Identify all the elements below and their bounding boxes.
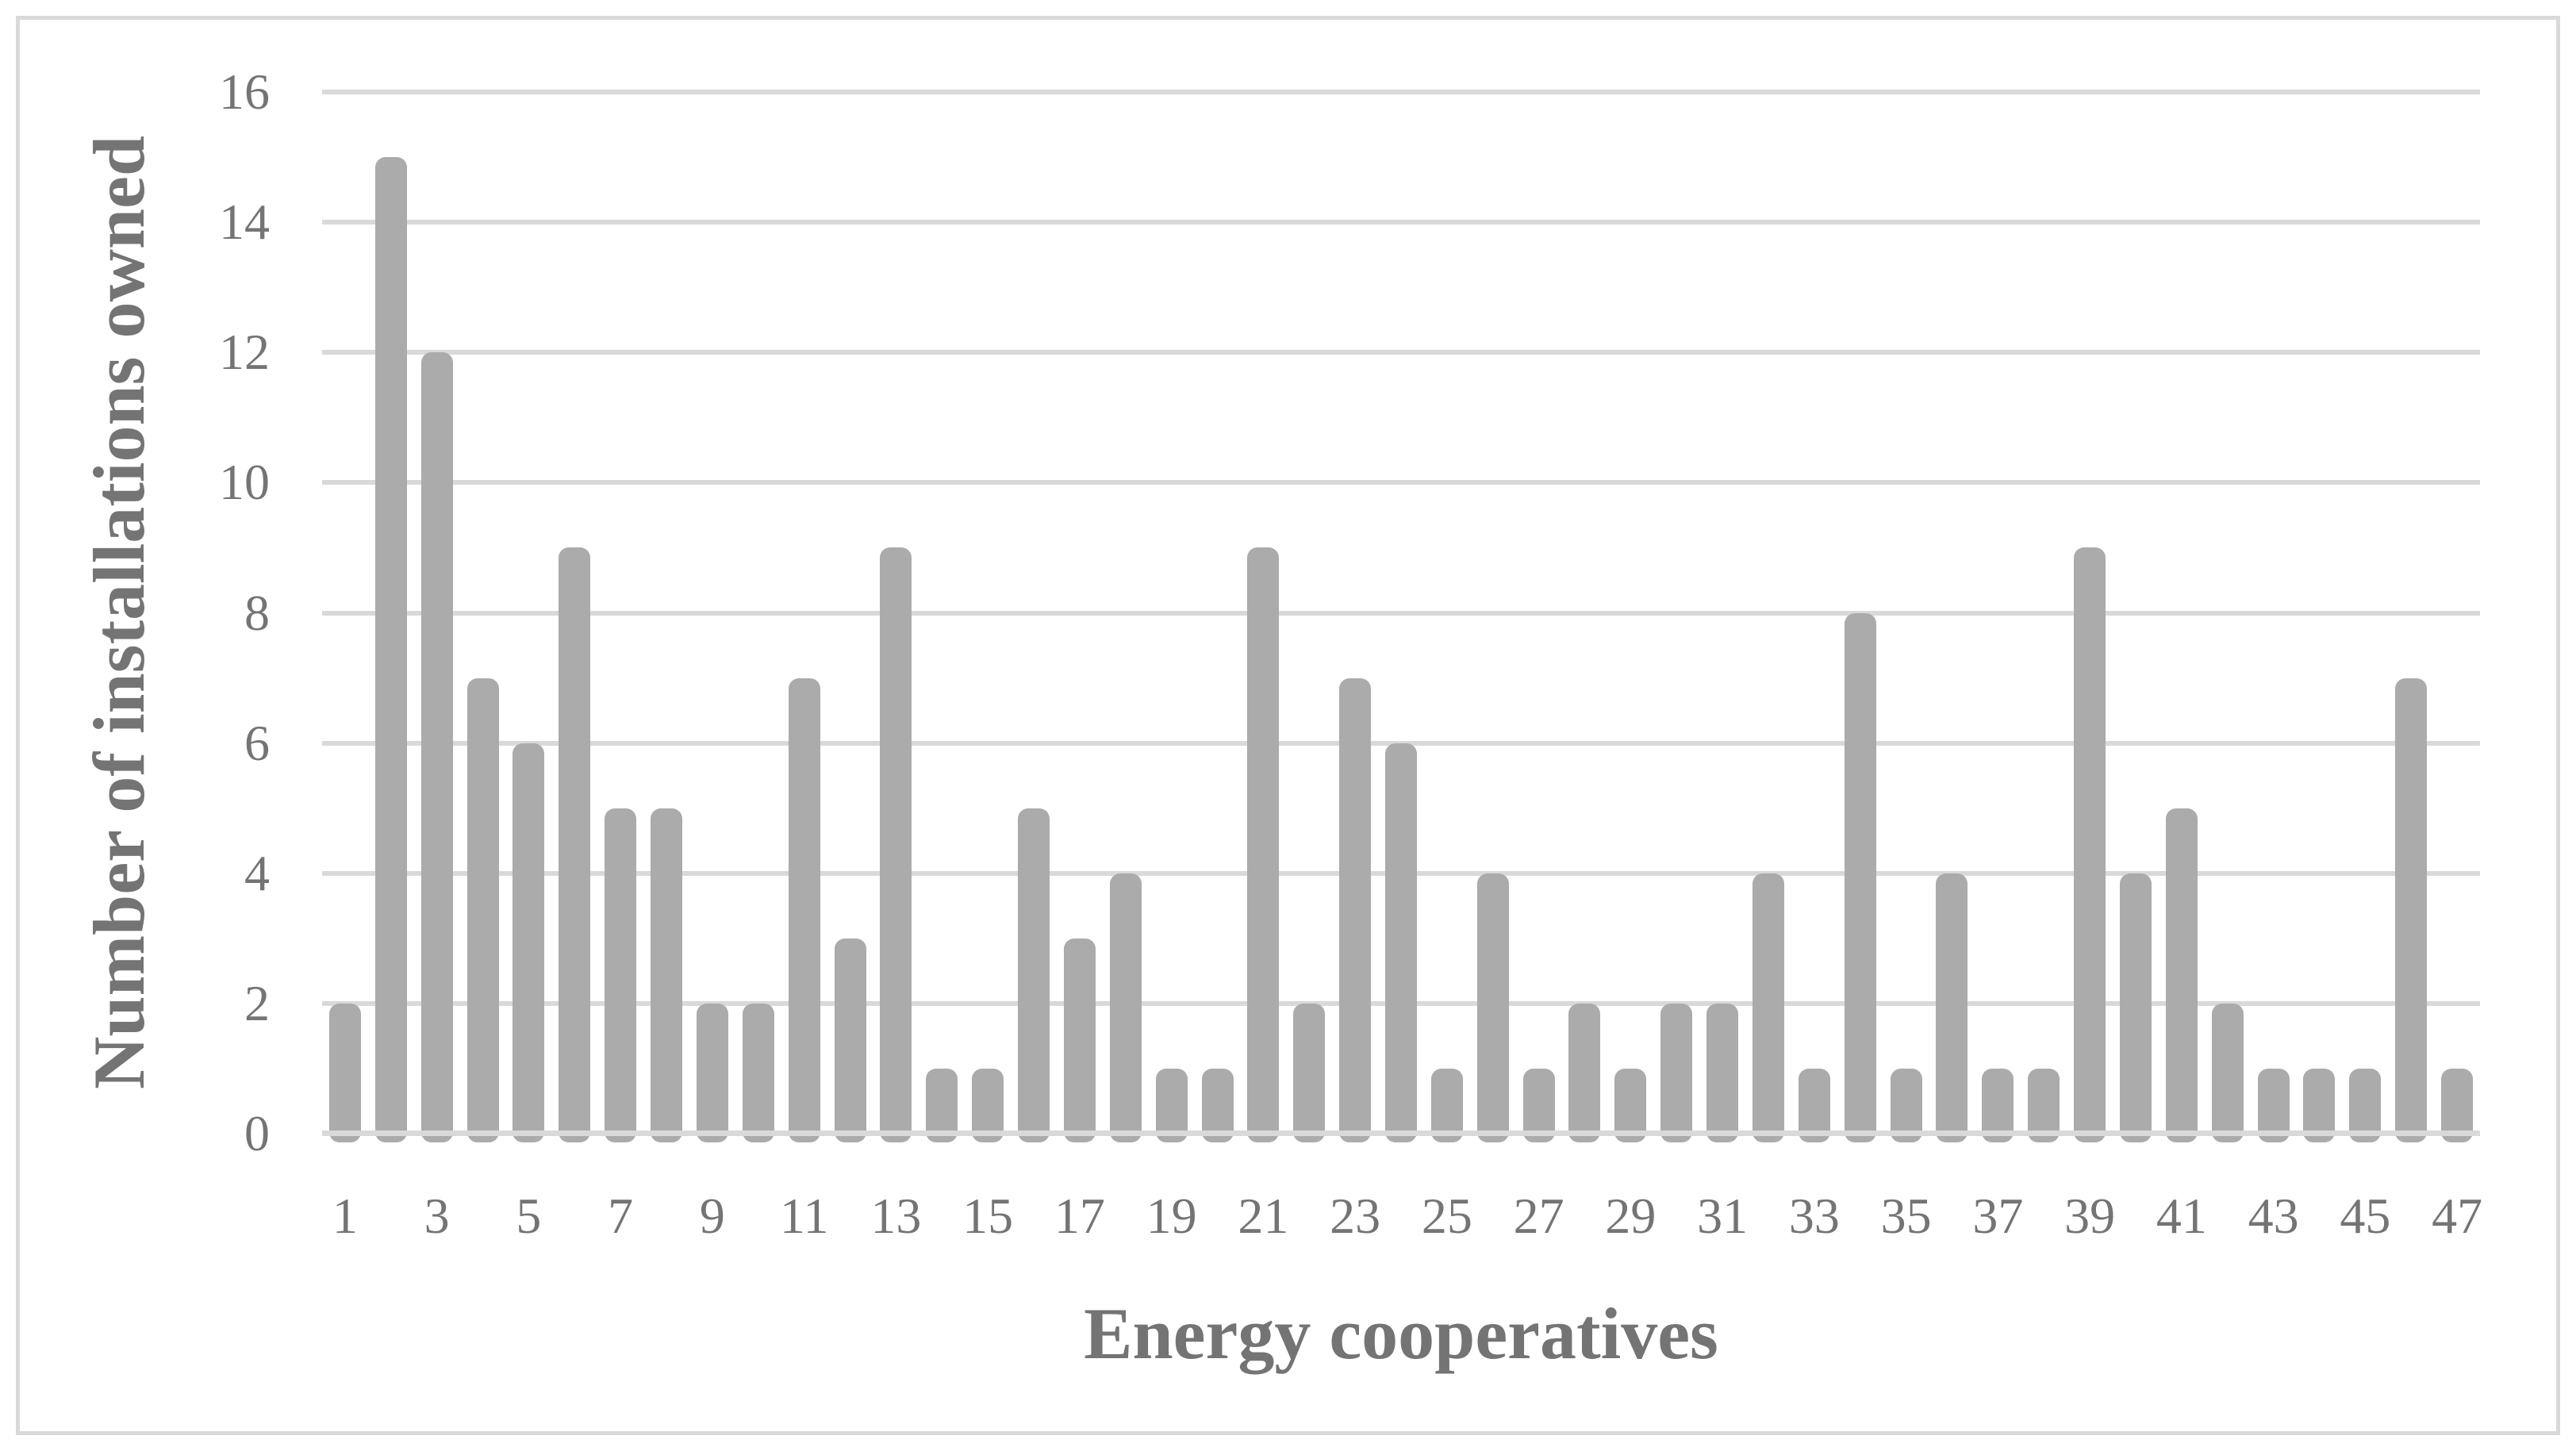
bar: [1201, 1068, 1234, 1142]
y-tick-label: 4: [244, 844, 270, 901]
bar: [466, 678, 499, 1142]
x-tick-label: 33: [1788, 1188, 1840, 1244]
x-tick-label: 17: [1054, 1188, 1105, 1244]
bar: [2211, 1003, 2244, 1142]
bar: [2074, 547, 2106, 1142]
bar: [605, 808, 637, 1142]
bar: [2119, 873, 2152, 1142]
x-tick-label: 47: [2432, 1188, 2483, 1244]
x-tick-label: 35: [1880, 1188, 1932, 1244]
gridline: [322, 350, 2480, 355]
gridline: [322, 220, 2480, 225]
x-tick-label: 45: [2340, 1188, 2391, 1244]
x-tick-label: 9: [699, 1188, 725, 1244]
bar: [1614, 1068, 1647, 1142]
bar: [1247, 547, 1280, 1142]
y-tick-label: 12: [219, 324, 270, 381]
bar: [651, 808, 683, 1142]
bar: [1568, 1003, 1601, 1142]
x-tick-label: 15: [962, 1188, 1014, 1244]
x-tick-label: 37: [1972, 1188, 2024, 1244]
x-tick-label: 39: [2064, 1188, 2116, 1244]
x-tick-label: 25: [1421, 1188, 1472, 1244]
y-tick-label: 16: [219, 63, 270, 120]
bar: [1798, 1068, 1830, 1142]
bar: [2257, 1068, 2290, 1142]
x-axis-title: Energy cooperatives: [1084, 1293, 1718, 1374]
gridline: [322, 90, 2480, 94]
bar: [1385, 743, 1417, 1142]
figure-border: [16, 16, 2560, 1435]
bar: [834, 938, 866, 1142]
bar: [880, 547, 912, 1142]
bar: [2028, 1068, 2060, 1142]
x-tick-label: 43: [2248, 1188, 2299, 1244]
x-tick-label: 27: [1513, 1188, 1564, 1244]
bar: [1293, 1003, 1326, 1142]
y-tick-label: 0: [244, 1105, 270, 1161]
x-tick-label: 19: [1146, 1188, 1197, 1244]
x-tick-label: 7: [608, 1188, 634, 1244]
bar: [2303, 1068, 2336, 1142]
bar: [513, 743, 545, 1142]
x-tick-label: 13: [870, 1188, 922, 1244]
bar: [926, 1068, 958, 1142]
gridline: [322, 610, 2480, 616]
bar: [742, 1003, 774, 1142]
y-tick-label: 8: [244, 584, 270, 641]
y-tick-label: 2: [244, 974, 270, 1031]
bar: [1522, 1068, 1555, 1142]
bar: [1109, 873, 1142, 1142]
bar: [374, 157, 407, 1142]
gridline: [322, 480, 2480, 486]
x-tick-label: 31: [1697, 1188, 1749, 1244]
x-axis-line: [322, 1130, 2480, 1136]
bar: [2349, 1068, 2382, 1142]
x-tick-label: 29: [1605, 1188, 1657, 1244]
bar: [696, 1003, 728, 1142]
bar: [1430, 1068, 1463, 1142]
bar: [559, 547, 591, 1142]
x-tick-label: 21: [1238, 1188, 1289, 1244]
bar: [1018, 808, 1050, 1142]
x-tick-label: 1: [332, 1188, 358, 1244]
bar: [1063, 938, 1096, 1142]
bar: [420, 352, 453, 1142]
x-tick-label: 23: [1330, 1188, 1381, 1244]
y-tick-label: 6: [244, 714, 270, 771]
x-tick-label: 11: [779, 1188, 829, 1244]
x-tick-label: 5: [516, 1188, 542, 1244]
bar: [1155, 1068, 1188, 1142]
bar: [972, 1068, 1004, 1142]
bar: [1476, 873, 1509, 1142]
bar: [328, 1003, 361, 1142]
bar: [1660, 1003, 1693, 1142]
bar: [788, 678, 820, 1142]
bar: [2441, 1068, 2474, 1142]
bar: [1844, 612, 1876, 1142]
bar: [1936, 873, 1968, 1142]
y-tick-label: 14: [219, 194, 270, 251]
bar: [2165, 808, 2198, 1142]
x-tick-label: 3: [424, 1188, 450, 1244]
x-tick-label: 41: [2156, 1188, 2207, 1244]
bar: [1890, 1068, 1922, 1142]
bar: [1752, 873, 1784, 1142]
bar: [1982, 1068, 2014, 1142]
bar: [1339, 678, 1372, 1142]
y-tick-label: 10: [219, 454, 270, 511]
y-axis-title: Number of installations owned: [79, 135, 159, 1090]
plot-area: [322, 90, 2480, 1142]
bar: [2395, 678, 2428, 1142]
bar: [1706, 1003, 1739, 1142]
